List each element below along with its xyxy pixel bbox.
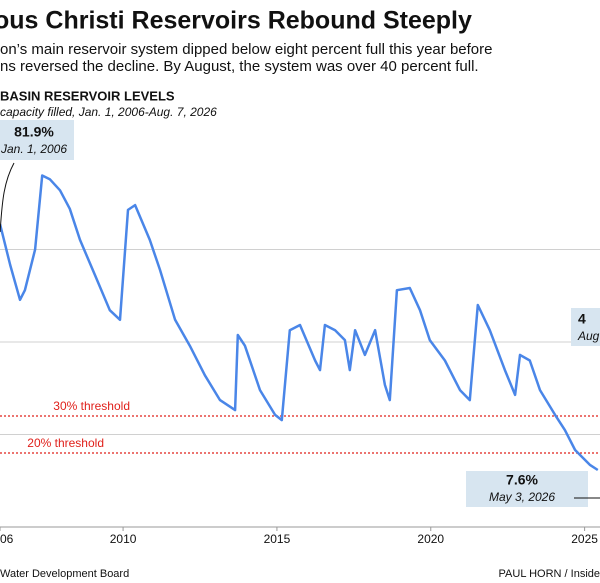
x-tick-label: 2015 — [264, 532, 291, 546]
plot-area: 30% threshold 20% threshold 06 2010 2015 2020… — [0, 174, 600, 546]
callouts: 81.9% Jan. 1, 2006 4 Aug 7.6% May 3, 202… — [0, 120, 600, 507]
x-tick-label: 2020 — [417, 532, 444, 546]
subtitle: on’s main reservoir system dipped below … — [0, 41, 492, 58]
callout-date: Aug — [577, 329, 600, 343]
callout-value: 81.9% — [14, 124, 54, 140]
chart-sublabel: capacity filled, Jan. 1, 2006-Aug. 7, 20… — [0, 105, 217, 119]
callout-value: 4 — [578, 311, 586, 327]
series-line — [0, 174, 599, 472]
threshold-label: 20% threshold — [27, 436, 104, 450]
chart-label: BASIN RESERVOIR LEVELS — [0, 88, 175, 103]
x-tick-label: 06 — [0, 532, 14, 546]
subtitle: ns reversed the decline. By August, the … — [0, 58, 479, 75]
callout-value: 7.6% — [506, 472, 538, 488]
source: Water Development Board — [0, 568, 129, 580]
callout-date: May 3, 2026 — [489, 490, 555, 504]
callout-date: Jan. 1, 2006 — [0, 142, 67, 156]
callout-leader — [0, 162, 15, 233]
callout-box — [0, 120, 74, 160]
x-tick-label: 2010 — [110, 532, 137, 546]
chart-title: ous Christi Reservoirs Rebound Steeply — [0, 7, 472, 35]
credit: PAUL HORN / Inside — [499, 568, 600, 580]
callout-box — [466, 471, 588, 507]
callout-box — [571, 308, 600, 346]
x-tick-label: 2025 — [571, 532, 598, 546]
threshold-label: 30% threshold — [53, 399, 130, 413]
